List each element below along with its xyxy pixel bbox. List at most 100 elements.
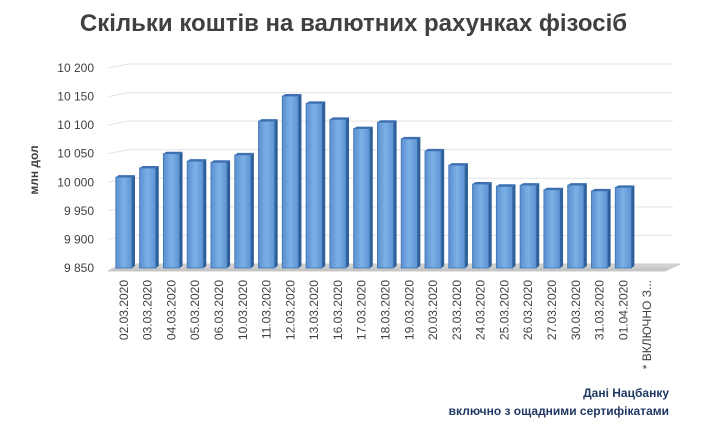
x-tick-label: 01.04.2020 bbox=[616, 280, 630, 340]
bar-top bbox=[448, 163, 468, 166]
bar-top bbox=[520, 183, 540, 186]
bar-front bbox=[281, 95, 299, 269]
bar-front bbox=[424, 150, 442, 269]
bar-top bbox=[306, 101, 326, 104]
x-tick-label: 18.03.2020 bbox=[379, 280, 393, 340]
bar bbox=[448, 163, 468, 269]
bar-side bbox=[274, 119, 278, 269]
bar-front bbox=[115, 176, 133, 269]
bar-side bbox=[393, 120, 397, 269]
bar bbox=[614, 185, 635, 269]
gridline bbox=[107, 63, 129, 69]
bar bbox=[305, 101, 326, 269]
x-tick-label: 04.03.2020 bbox=[164, 280, 178, 340]
bar-top bbox=[234, 152, 254, 155]
bar-side bbox=[203, 159, 207, 268]
x-tick-label: 13.03.2020 bbox=[307, 280, 321, 340]
bar-side bbox=[155, 166, 159, 268]
bar bbox=[329, 117, 350, 269]
bar-side bbox=[346, 117, 350, 268]
x-tick-label: 25.03.2020 bbox=[497, 280, 511, 340]
bar bbox=[591, 188, 611, 269]
bar-front bbox=[448, 164, 466, 269]
x-tick-label: 31.03.2020 bbox=[593, 280, 607, 340]
bar-top bbox=[567, 183, 587, 186]
y-tick-label: 10 150 bbox=[57, 90, 94, 104]
bar-front bbox=[567, 184, 585, 269]
bar bbox=[353, 126, 373, 269]
x-tick-label: 30.03.2020 bbox=[569, 280, 583, 340]
x-tick-label: 24.03.2020 bbox=[474, 280, 488, 340]
bar bbox=[115, 175, 135, 269]
bar-side bbox=[250, 152, 254, 268]
bar-top bbox=[163, 151, 183, 154]
gridline bbox=[107, 120, 129, 126]
gridline bbox=[107, 92, 129, 98]
certificates-note: включно з ощадними сертифікатами bbox=[448, 404, 669, 418]
source-note: Дані Нацбанку bbox=[583, 386, 669, 400]
bar-top bbox=[139, 166, 159, 168]
bar-top bbox=[543, 187, 564, 190]
bar bbox=[400, 136, 421, 269]
x-tick-label: * ВКЛЮЧНО З... bbox=[640, 280, 654, 369]
x-tick-label: 03.03.2020 bbox=[141, 280, 155, 340]
bar-top bbox=[424, 148, 445, 151]
bar-front bbox=[400, 138, 418, 269]
bar bbox=[424, 148, 445, 269]
bar-top bbox=[282, 94, 302, 96]
x-tick-label: 10.03.2020 bbox=[236, 280, 250, 340]
bar-side bbox=[583, 183, 587, 268]
chart-title: Скільки коштів на валютних рахунках фізо… bbox=[79, 10, 628, 37]
y-axis-ticks: 10 200 10 150 10 100 10 050 10 000 9 950 9 900… bbox=[57, 61, 94, 275]
bar-side bbox=[464, 163, 468, 268]
y-tick-label: 9 850 bbox=[64, 261, 94, 275]
bar-front bbox=[543, 189, 561, 269]
bar-front bbox=[614, 187, 632, 269]
bar-top bbox=[353, 126, 373, 129]
bar bbox=[186, 159, 207, 269]
bar-side bbox=[298, 94, 302, 268]
bar bbox=[162, 151, 183, 269]
bar-top bbox=[496, 184, 516, 187]
x-tick-label: 11.03.2020 bbox=[260, 280, 274, 339]
x-tick-label: 02.03.2020 bbox=[117, 280, 131, 340]
bar bbox=[210, 160, 231, 269]
bar-side bbox=[512, 184, 516, 268]
y-tick-label: 9 900 bbox=[64, 232, 94, 246]
bar bbox=[139, 166, 159, 269]
bar-side bbox=[560, 187, 564, 268]
bar-front bbox=[258, 120, 276, 269]
bar-front bbox=[210, 161, 228, 269]
x-tick-label: 19.03.2020 bbox=[402, 280, 416, 340]
x-axis-ticks: 02.03.2020 03.03.2020 04.03.2020 05.03.2020… bbox=[117, 280, 654, 370]
x-tick-label: 27.03.2020 bbox=[545, 280, 559, 340]
bar-top bbox=[472, 182, 492, 184]
bar bbox=[567, 183, 587, 269]
bar bbox=[472, 182, 492, 269]
gridline bbox=[107, 149, 129, 155]
bar bbox=[543, 187, 564, 269]
bar bbox=[495, 184, 516, 269]
x-tick-label: 26.03.2020 bbox=[521, 280, 535, 340]
x-tick-label: 16.03.2020 bbox=[331, 280, 345, 340]
bar-side bbox=[369, 126, 373, 268]
bar-top bbox=[210, 160, 231, 163]
bar-side bbox=[227, 160, 231, 268]
bar-top bbox=[187, 159, 207, 162]
x-tick-label: 12.03.2020 bbox=[283, 280, 297, 340]
bar-top bbox=[401, 136, 421, 139]
bar bbox=[258, 119, 278, 269]
bar-top bbox=[591, 188, 611, 191]
bar-side bbox=[179, 151, 183, 268]
bar-top bbox=[377, 120, 397, 123]
y-tick-label: 10 100 bbox=[57, 118, 94, 132]
x-tick-label: 06.03.2020 bbox=[212, 280, 226, 340]
bar-side bbox=[536, 183, 540, 268]
bar bbox=[234, 152, 254, 269]
bar bbox=[281, 94, 302, 269]
x-tick-label: 17.03.2020 bbox=[355, 280, 369, 340]
bar-side bbox=[441, 148, 445, 268]
bar-side bbox=[417, 136, 421, 268]
bar-front bbox=[186, 160, 204, 269]
